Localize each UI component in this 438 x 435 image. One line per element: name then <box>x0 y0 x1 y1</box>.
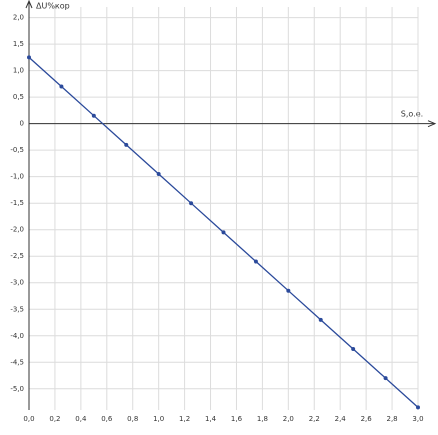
x-tick-label: 2,6 <box>361 415 373 423</box>
x-tick-label: 2,4 <box>335 415 347 423</box>
x-tick-label: 3,0 <box>412 415 423 423</box>
data-point <box>27 55 31 60</box>
y-tick-label: 0,5 <box>13 93 24 101</box>
y-tick-label: -1,0 <box>10 173 24 181</box>
data-point <box>351 347 356 352</box>
y-tick-label: 0 <box>20 120 24 128</box>
x-axis-label: S,o.e. <box>401 110 423 119</box>
y-tick-label: -3,0 <box>10 279 24 287</box>
y-tick-label: -2,0 <box>10 226 24 234</box>
x-tick-label: 0,4 <box>75 415 87 423</box>
y-tick-label: 2,0 <box>13 14 24 22</box>
y-tick-label: 1,5 <box>13 40 24 48</box>
y-tick-label: -3,5 <box>10 305 24 313</box>
data-point <box>91 113 96 118</box>
x-tick-label: 0,0 <box>23 415 34 423</box>
data-point <box>416 405 420 410</box>
y-tick-label: -1,5 <box>10 199 24 207</box>
x-tick-label: 0,6 <box>101 415 113 423</box>
data-point <box>59 84 64 89</box>
y-tick-label: -0,5 <box>10 146 24 154</box>
x-tick-label: 2,0 <box>283 415 294 423</box>
data-point <box>286 288 291 293</box>
y-tick-label: 1,0 <box>13 67 24 75</box>
y-tick-label: -4,0 <box>10 332 24 340</box>
x-tick-label: 1,8 <box>257 415 268 423</box>
data-point <box>156 172 161 177</box>
x-axis-arrow <box>427 120 437 128</box>
data-point <box>383 376 388 381</box>
x-tick-label: 1,2 <box>179 415 190 423</box>
y-tick-label: -5,0 <box>10 385 24 393</box>
x-tick-label: 1,0 <box>153 415 164 423</box>
x-tick-label: 0,8 <box>127 415 138 423</box>
y-axis-arrow <box>25 0 33 9</box>
x-tick-label: 2,8 <box>386 415 397 423</box>
y-tick-label: -4,5 <box>10 358 24 366</box>
data-point <box>189 201 194 206</box>
x-tick-label: 1,4 <box>205 415 217 423</box>
data-point <box>221 230 226 235</box>
x-tick-label: 1,6 <box>231 415 243 423</box>
x-tick-label: 0,2 <box>49 415 60 423</box>
data-point <box>318 317 323 322</box>
y-tick-label: -2,5 <box>10 252 24 260</box>
grid <box>28 7 419 410</box>
y-axis-label: ΔU%кор <box>36 2 70 11</box>
data-point <box>253 259 258 264</box>
data-point <box>124 142 129 147</box>
x-tick-label: 2,2 <box>309 415 320 423</box>
